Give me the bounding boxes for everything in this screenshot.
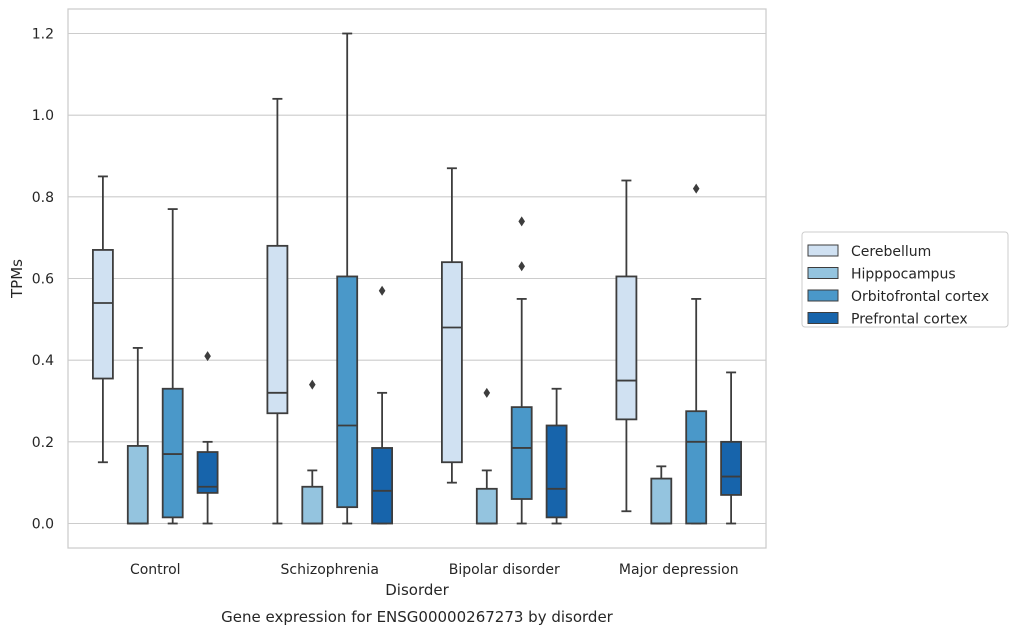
iqr-box — [720, 440, 742, 496]
iqr-box — [196, 451, 219, 494]
iqr-box — [650, 477, 673, 525]
y-tick-label: 1.0 — [32, 108, 54, 124]
box-cerebellum — [440, 167, 463, 484]
y-tick-label: 0.0 — [32, 517, 54, 533]
box-prefrontal-cortex — [545, 387, 568, 525]
iqr-box — [161, 387, 184, 519]
y-axis-label: TPMs — [8, 259, 26, 299]
y-tick-label: 0.6 — [32, 272, 54, 288]
legend-swatch — [807, 289, 839, 302]
iqr-box — [475, 487, 498, 525]
outlier-point — [204, 351, 211, 362]
y-axis-ticks: 0.0 0.2 0.4 0.6 0.8 1.0 1.2 — [32, 27, 54, 533]
legend-label: Cerebellum — [851, 244, 931, 260]
legend: Cerebellum Hipppocampus Orbitofrontal cort… — [801, 231, 1009, 328]
iqr-box — [685, 410, 708, 525]
iqr-box — [92, 249, 114, 380]
iqr-box — [336, 275, 359, 509]
iqr-box — [371, 447, 394, 525]
outlier-point — [692, 183, 700, 194]
iqr-box — [266, 244, 289, 415]
legend-label: Hipppocampus — [851, 267, 956, 283]
box-hipppocampus — [650, 465, 673, 525]
outlier-point — [518, 261, 525, 272]
y-tick-label: 0.4 — [32, 353, 54, 369]
y-tick-label: 0.2 — [32, 435, 54, 451]
chart-title: Gene expression for ENSG00000267273 by d… — [221, 608, 614, 626]
box-orbitofrontal-cortex — [510, 216, 533, 525]
x-tick-label: Schizophrenia — [281, 562, 379, 578]
y-tick-label: 0.8 — [32, 190, 54, 206]
x-axis-label: Disorder — [385, 581, 449, 599]
box-cerebellum — [92, 175, 114, 464]
box-hipppocampus — [475, 387, 498, 525]
x-tick-label: Bipolar disorder — [449, 562, 560, 578]
iqr-box — [545, 424, 568, 519]
legend-frame — [801, 231, 1009, 328]
x-tick-label: Control — [130, 562, 181, 578]
box-cerebellum — [266, 97, 289, 525]
box-prefrontal-cortex — [371, 285, 394, 525]
box-orbitofrontal-cortex — [161, 208, 184, 525]
outlier-point — [378, 285, 386, 296]
legend-swatch — [807, 244, 839, 257]
box-orbitofrontal-cortex — [685, 183, 708, 525]
iqr-box — [126, 445, 149, 525]
iqr-box — [615, 275, 638, 421]
legend-label: Prefrontal cortex — [851, 312, 968, 328]
box-orbitofrontal-cortex — [336, 32, 359, 525]
outlier-point — [483, 387, 491, 398]
plot-frame — [67, 8, 767, 549]
box-prefrontal-cortex — [720, 371, 742, 525]
outlier-point — [518, 216, 525, 227]
legend-swatch — [807, 312, 839, 324]
box-hipppocampus — [301, 379, 324, 525]
box-hipppocampus — [126, 347, 149, 525]
legend-swatch — [807, 267, 839, 279]
outlier-point — [309, 379, 316, 390]
x-tick-label: Major depression — [619, 562, 739, 578]
legend-label: Orbitofrontal cortex — [851, 289, 989, 305]
box-prefrontal-cortex — [196, 351, 219, 525]
grid-lines — [68, 32, 766, 525]
y-tick-label: 1.2 — [32, 27, 54, 43]
plot-area — [92, 32, 742, 525]
box-cerebellum — [615, 179, 638, 513]
iqr-box — [301, 485, 324, 525]
x-axis-ticks: Control Schizophrenia Bipolar disorder Majo… — [130, 562, 739, 578]
iqr-box — [510, 406, 533, 500]
iqr-box — [440, 261, 463, 464]
